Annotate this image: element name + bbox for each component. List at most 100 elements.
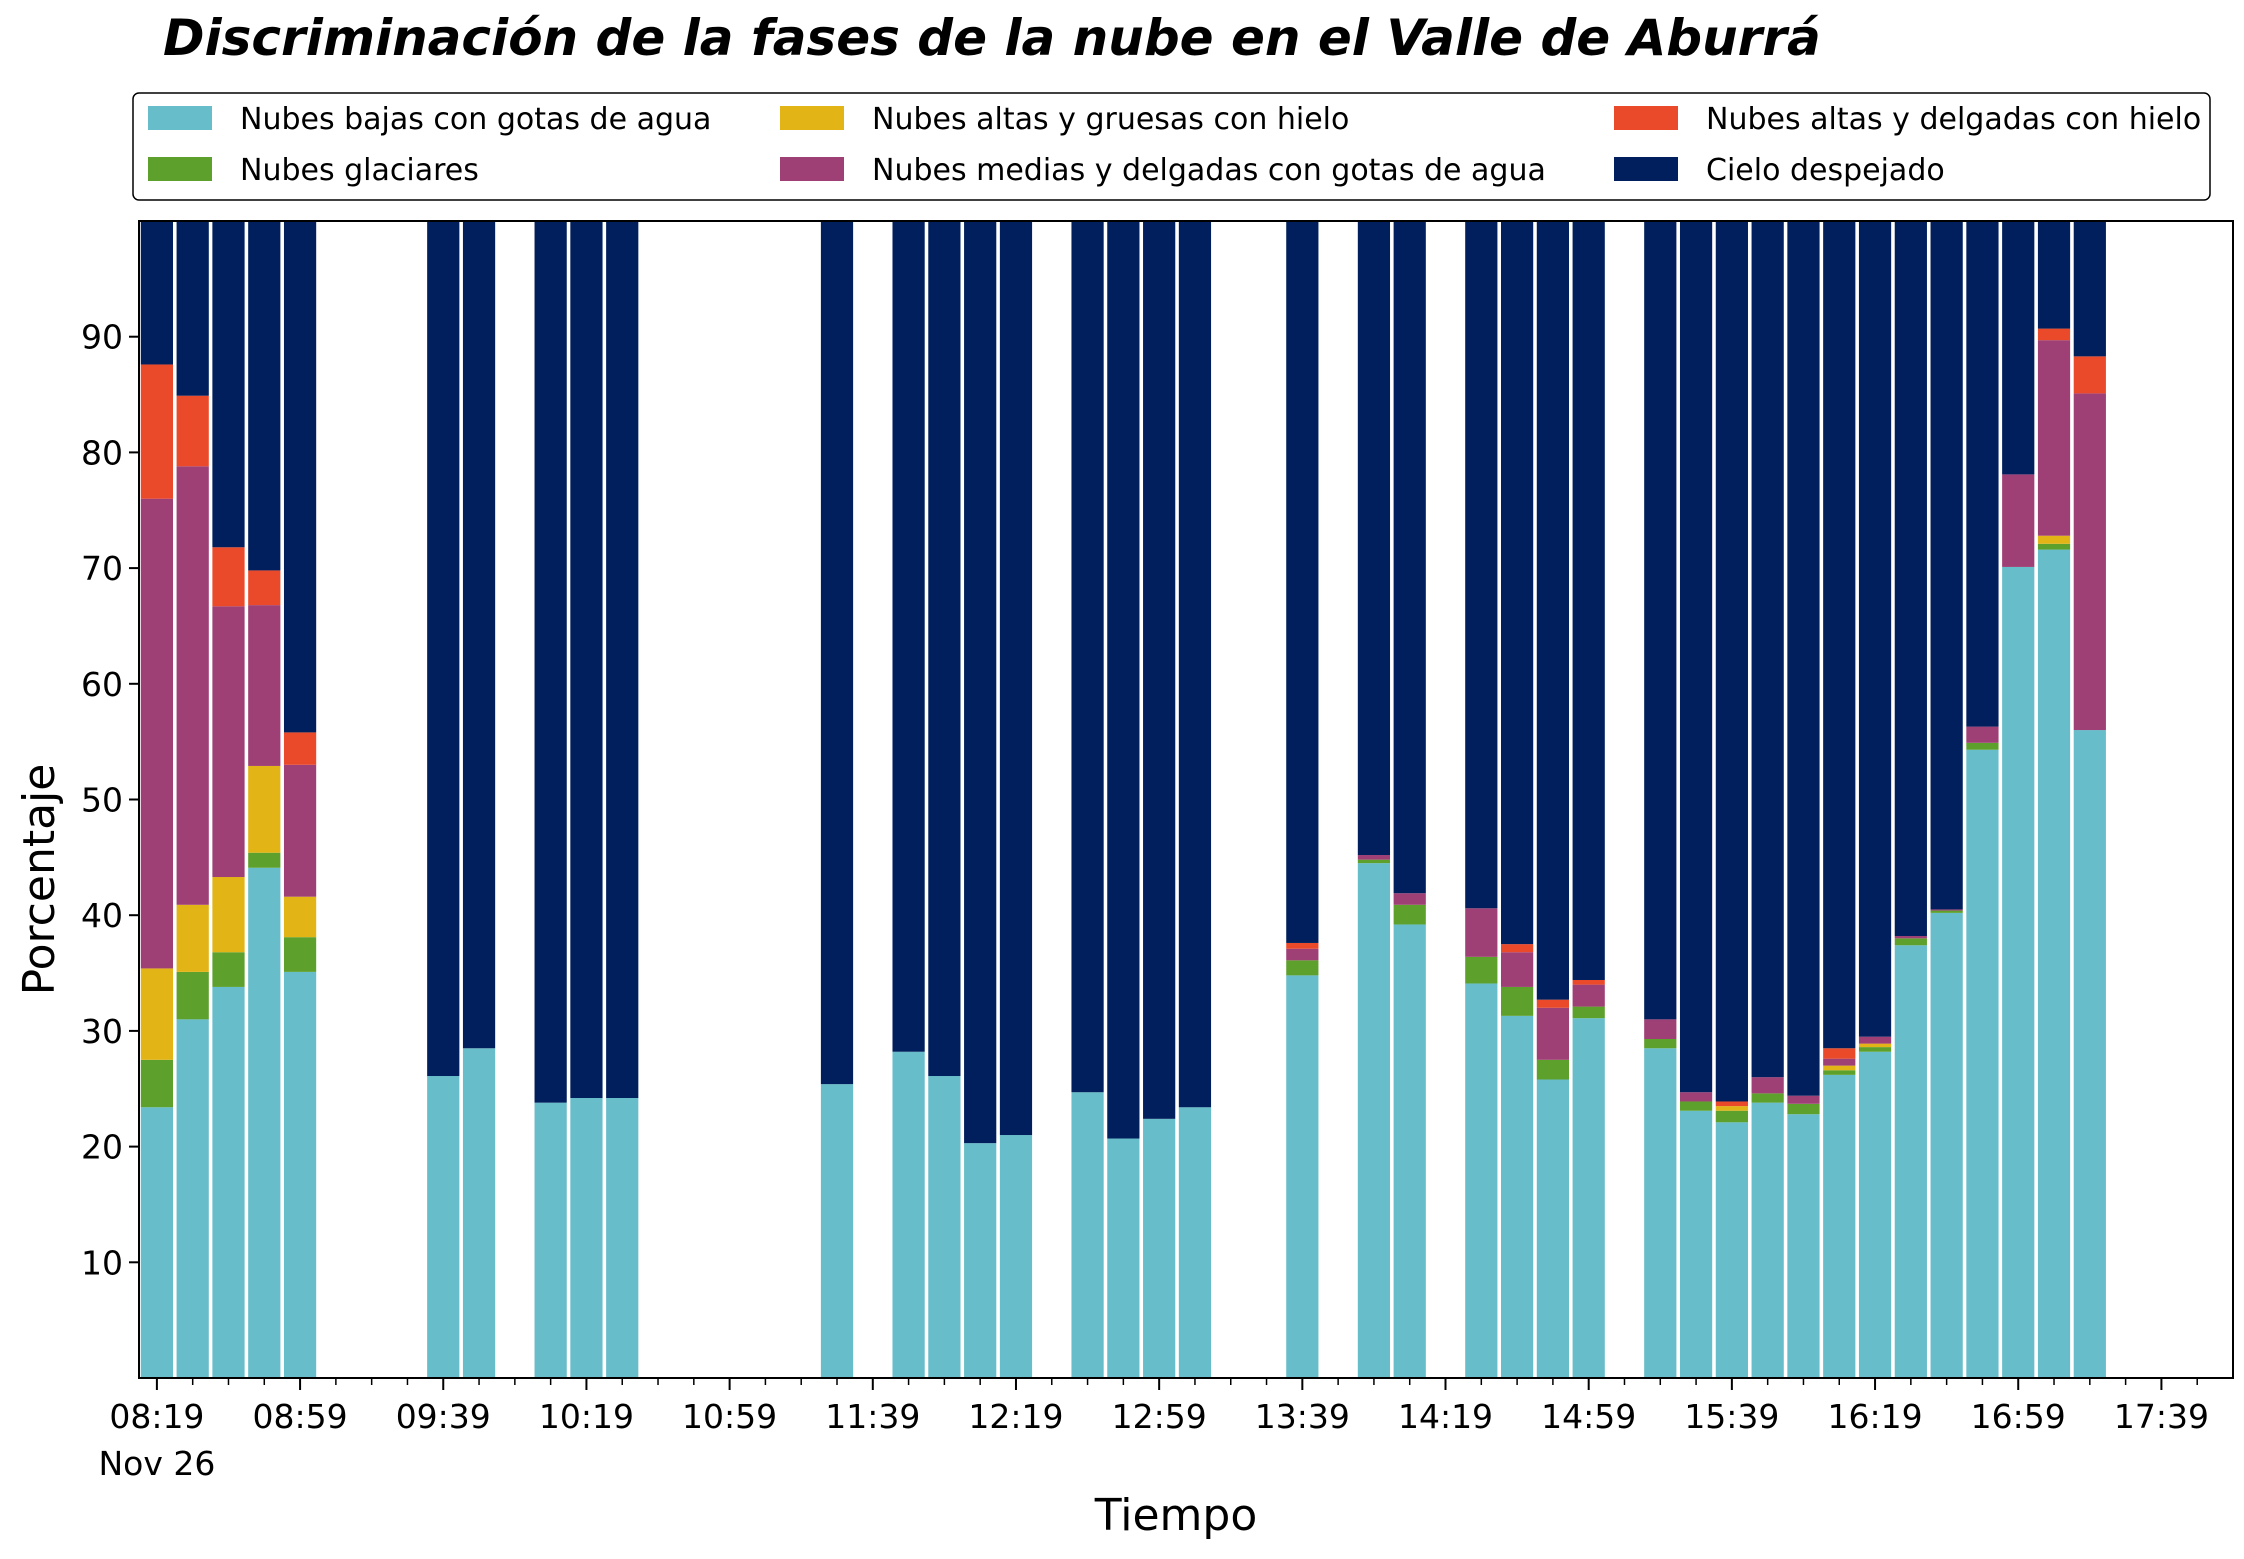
bar-segment-27-1	[1679, 1101, 1713, 1111]
bar-segment-12-5	[928, 221, 961, 1077]
bar-segment-29-3	[1751, 1077, 1784, 1094]
bar-segment-1-5	[176, 221, 209, 396]
bar-segment-22-0	[1465, 983, 1498, 1378]
x-tick-label-6: 12:19	[968, 1397, 1063, 1436]
bar-segment-19-5	[1286, 221, 1319, 943]
bar-segment-21-3	[1393, 893, 1426, 905]
bar-segment-8-5	[570, 221, 603, 1099]
bar-segment-31-2	[1823, 1065, 1856, 1071]
bar-segment-19-3	[1286, 948, 1319, 961]
bar-segment-30-0	[1787, 1114, 1820, 1378]
bar-segment-11-0	[892, 1051, 925, 1378]
bar-segment-22-1	[1465, 956, 1498, 984]
bar-segment-32-0	[1858, 1051, 1892, 1378]
bar-segment-23-0	[1500, 1015, 1534, 1378]
y-tick-label-0: 10	[81, 1243, 123, 1282]
bar-segment-34-5	[1930, 221, 1963, 910]
bar-segment-1-4	[176, 395, 209, 467]
bar-segment-32-2	[1858, 1043, 1892, 1048]
bar-segment-26-1	[1644, 1038, 1677, 1049]
chart-title: Discriminación de la fases de la nube en…	[163, 9, 1821, 67]
bar-segment-23-5	[1500, 221, 1534, 945]
y-tick-label-2: 30	[81, 1012, 123, 1051]
bar-segment-12-0	[928, 1076, 961, 1378]
bar-segment-32-3	[1858, 1036, 1892, 1044]
bar-segment-4-1	[283, 937, 317, 972]
bar-segment-28-4	[1715, 1101, 1748, 1107]
bar-segment-24-4	[1536, 999, 1570, 1008]
bar-segment-25-5	[1572, 221, 1605, 980]
legend-swatch-0	[148, 106, 212, 130]
legend-swatch-2	[780, 106, 844, 130]
bar-segment-23-4	[1500, 944, 1534, 953]
x-axis-label: Tiempo	[1094, 1490, 1258, 1541]
bar-segment-10-5	[820, 221, 854, 1085]
bar-segment-28-5	[1715, 221, 1748, 1102]
bar-segment-33-3	[1894, 936, 1927, 939]
legend-swatch-4	[1614, 106, 1678, 130]
bar-segment-4-4	[283, 732, 317, 765]
bar-segment-34-1	[1930, 910, 1963, 913]
bar-segment-30-3	[1787, 1095, 1820, 1104]
bar-segment-25-4	[1572, 979, 1605, 985]
x-tick-label-9: 14:19	[1398, 1397, 1493, 1436]
bar-segment-14-5	[999, 221, 1033, 1136]
bar-segment-38-0	[2073, 730, 2106, 1378]
x-tick-label-5: 11:39	[825, 1397, 920, 1436]
legend-label-5: Cielo despejado	[1706, 153, 1945, 188]
x-tick-label-12: 16:19	[1827, 1397, 1922, 1436]
x-tick-label-2: 09:39	[396, 1397, 491, 1436]
bar-segment-26-0	[1644, 1048, 1677, 1378]
bar-segment-38-4	[2073, 356, 2106, 394]
bar-segment-32-1	[1858, 1047, 1892, 1052]
bar-segment-4-2	[283, 896, 317, 938]
bars-layer	[140, 221, 2106, 1378]
bar-segment-14-0	[999, 1135, 1033, 1378]
bar-segment-7-5	[534, 221, 567, 1103]
x-tick-label-0: 08:19	[109, 1397, 204, 1436]
bar-segment-36-5	[2002, 221, 2035, 475]
y-tick-label-4: 50	[81, 781, 123, 820]
bar-segment-38-3	[2073, 393, 2106, 731]
x-tick-label-11: 15:39	[1684, 1397, 1779, 1436]
bar-segment-3-3	[248, 605, 281, 766]
bar-segment-4-5	[283, 221, 317, 733]
bar-segment-38-5	[2073, 221, 2106, 357]
bar-segment-29-0	[1751, 1102, 1784, 1378]
x-tick-label-10: 14:59	[1541, 1397, 1636, 1436]
bar-segment-27-5	[1679, 221, 1713, 1093]
bar-segment-35-0	[1966, 749, 1999, 1378]
x-axis: 08:19 Nov 26 08:59 09:39 10:19 10:59 11:39 12:1…	[98, 1378, 2209, 1483]
bar-segment-1-0	[176, 1019, 209, 1378]
legend-label-3: Nubes medias y delgadas con gotas de agu…	[872, 153, 1546, 188]
bar-segment-37-3	[2037, 340, 2071, 536]
bar-segment-16-5	[1107, 221, 1140, 1139]
legend-swatch-3	[780, 157, 844, 181]
bar-segment-6-5	[462, 221, 496, 1049]
bar-segment-37-2	[2037, 535, 2071, 544]
bar-segment-13-0	[964, 1143, 997, 1378]
bar-segment-21-0	[1393, 924, 1426, 1378]
legend: Nubes bajas con gotas de agua Nubes glaci…	[132, 92, 2211, 201]
bar-segment-10-0	[820, 1084, 854, 1378]
bar-segment-37-0	[2037, 549, 2071, 1378]
bar-segment-27-0	[1679, 1110, 1713, 1378]
bar-segment-37-5	[2037, 221, 2071, 329]
bar-segment-35-1	[1966, 742, 1999, 750]
bar-segment-37-1	[2037, 543, 2071, 550]
bar-segment-33-0	[1894, 945, 1927, 1378]
bar-segment-0-2	[140, 968, 174, 1060]
bar-segment-3-0	[248, 867, 281, 1378]
y-tick-label-1: 20	[81, 1128, 123, 1167]
bar-segment-31-5	[1823, 221, 1856, 1049]
bar-segment-26-3	[1644, 1019, 1677, 1039]
bar-segment-15-5	[1071, 221, 1104, 1093]
y-tick-label-6: 70	[81, 549, 123, 588]
bar-segment-28-2	[1715, 1106, 1748, 1111]
bar-segment-18-5	[1178, 221, 1212, 1108]
bar-segment-3-5	[248, 221, 281, 571]
bar-segment-33-1	[1894, 938, 1927, 946]
bar-segment-0-5	[140, 221, 174, 365]
